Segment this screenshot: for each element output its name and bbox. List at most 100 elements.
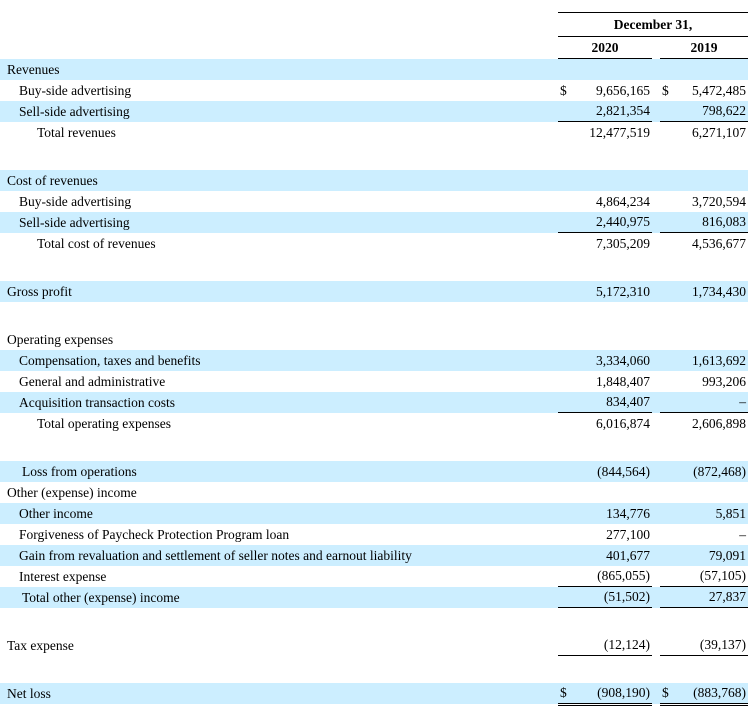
currency-cell-2019 <box>660 350 676 371</box>
currency-cell-2020 <box>558 281 576 302</box>
column-gap <box>652 545 660 566</box>
currency-cell-2020 <box>558 122 576 143</box>
value-2019: (872,468) <box>693 463 746 479</box>
value-2020: 12,477,519 <box>589 124 650 140</box>
table-row: Operating expenses <box>0 328 748 350</box>
currency-cell-2020 <box>558 233 576 254</box>
currency-cell-2020 <box>558 545 576 566</box>
currency-cell-2020 <box>558 170 576 191</box>
value-2020 <box>576 329 652 350</box>
header-spacer-cell <box>0 13 558 37</box>
currency-cell-2020 <box>558 211 576 233</box>
currency-cell-2019 <box>660 524 676 545</box>
value-2019 <box>676 170 748 191</box>
currency-cell-2019 <box>660 545 676 566</box>
currency-cell-2020 <box>558 391 576 413</box>
spacer-cell <box>0 608 748 635</box>
row-label: Total other (expense) income <box>22 589 180 605</box>
table-row: Gain from revaluation and settlement of … <box>0 544 748 566</box>
table-row: Total revenues 12,477,519 6,271,107 <box>0 121 748 143</box>
currency-cell-2020 <box>558 482 576 503</box>
value-2020 <box>576 482 652 503</box>
currency-cell-2019 <box>660 371 676 392</box>
column-gap <box>652 482 660 503</box>
column-gap <box>652 635 660 656</box>
currency-cell-2019 <box>660 100 676 122</box>
row-label: Acquisition transaction costs <box>19 394 175 410</box>
table-row: Gross profit 5,172,310 1,734,430 <box>0 280 748 302</box>
currency-cell-2019 <box>660 586 676 608</box>
year-header-2019: 2019 <box>660 36 748 59</box>
value-2019: 6,271,107 <box>692 124 746 140</box>
spacer-row <box>0 433 748 461</box>
currency-cell-2020 <box>558 586 576 608</box>
spacer-row <box>0 253 748 281</box>
spacer-cell <box>0 143 748 170</box>
table-row: Interest expense (865,055) (57,105) <box>0 565 748 587</box>
column-gap <box>652 683 660 705</box>
row-label: General and administrative <box>19 373 166 389</box>
row-label: Sell-side advertising <box>19 103 130 119</box>
currency-cell-2019 <box>660 233 676 254</box>
currency-cell-2020 <box>558 329 576 350</box>
currency-cell-2019 <box>660 391 676 413</box>
value-2019: – <box>739 526 746 542</box>
value-2019: 4,536,677 <box>692 235 746 251</box>
table-body: Revenues Buy-side advertising $9,656,165 $5… <box>0 58 748 706</box>
column-gap <box>652 350 660 371</box>
table-row: Compensation, taxes and benefits 3,334,06… <box>0 349 748 371</box>
currency-cell-2020 <box>558 59 576 80</box>
row-label: Gain from revaluation and settlement of … <box>19 547 412 563</box>
table-row: Sell-side advertising 2,821,354 798,622 <box>0 100 748 122</box>
currency-cell-2020 <box>558 565 576 587</box>
currency-cell-2020 <box>558 413 576 434</box>
table-row: Total cost of revenues 7,305,209 4,536,677 <box>0 232 748 254</box>
table-row: General and administrative 1,848,407 993,2… <box>0 370 748 392</box>
currency-cell-2020 <box>558 634 576 656</box>
value-2019: 27,837 <box>676 586 748 608</box>
value-2020: 1,848,407 <box>596 373 650 389</box>
row-label: Tax expense <box>7 637 74 653</box>
currency-cell-2020 <box>558 191 576 212</box>
year-header-row: 2020 2019 <box>0 36 748 59</box>
value-2020: 401,677 <box>606 547 650 563</box>
currency-cell-2019: $ <box>660 682 676 706</box>
value-2019: – <box>676 391 748 413</box>
spacer-row <box>0 655 748 683</box>
spacer-row <box>0 301 748 329</box>
currency-cell-2019 <box>660 281 676 302</box>
row-label: Operating expenses <box>7 331 114 347</box>
currency-cell-2020 <box>558 461 576 482</box>
currency-cell-2020 <box>558 371 576 392</box>
column-gap <box>652 122 660 143</box>
value-2020: 2,821,354 <box>576 100 652 122</box>
row-label: Buy-side advertising <box>19 82 132 98</box>
value-2020 <box>576 170 652 191</box>
value-2020: (908,190) <box>576 682 652 706</box>
currency-cell-2019 <box>660 170 676 191</box>
value-2020: 834,407 <box>576 391 652 413</box>
value-2020: 4,864,234 <box>596 193 650 209</box>
row-label: Cost of revenues <box>7 172 98 188</box>
currency-cell-2019 <box>660 482 676 503</box>
column-gap <box>652 371 660 392</box>
table-row: Buy-side advertising 4,864,234 3,720,594 <box>0 190 748 212</box>
spacer-cell <box>0 302 748 329</box>
currency-cell-2019 <box>660 211 676 233</box>
column-gap <box>652 503 660 524</box>
value-2020: 9,656,165 <box>596 82 650 98</box>
row-label: Other (expense) income <box>7 484 137 500</box>
value-2020: 5,172,310 <box>596 283 650 299</box>
period-header-row: December 31, <box>0 12 748 37</box>
column-gap <box>652 587 660 608</box>
value-2020: (844,564) <box>597 463 650 479</box>
row-label: Total cost of revenues <box>37 235 156 251</box>
row-label: Total operating expenses <box>37 415 172 431</box>
column-gap <box>652 59 660 80</box>
table-row: Acquisition transaction costs 834,407 – <box>0 391 748 413</box>
row-label: Other income <box>19 505 93 521</box>
row-label: Forgiveness of Paycheck Protection Progr… <box>19 526 290 542</box>
currency-cell-2020 <box>558 503 576 524</box>
spacer-cell <box>0 656 748 683</box>
value-2019: 5,472,485 <box>692 82 746 98</box>
